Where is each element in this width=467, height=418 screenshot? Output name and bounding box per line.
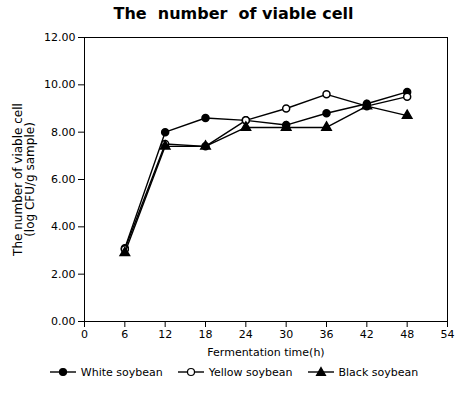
svg-text:48: 48 bbox=[400, 328, 414, 341]
svg-text:0: 0 bbox=[81, 328, 88, 341]
svg-text:30: 30 bbox=[279, 328, 293, 341]
svg-text:8.00: 8.00 bbox=[51, 126, 76, 139]
svg-text:4.00: 4.00 bbox=[51, 220, 76, 233]
svg-text:24: 24 bbox=[239, 328, 253, 341]
svg-text:54: 54 bbox=[441, 328, 455, 341]
svg-text:The number of viable cell(log: The number of viable cell(log CFU/g samp… bbox=[11, 103, 37, 257]
svg-text:12: 12 bbox=[158, 328, 172, 341]
html-text:Black soybean: Black soybean bbox=[338, 365, 419, 379]
svg-text:18: 18 bbox=[199, 328, 213, 341]
svg-text:42: 42 bbox=[360, 328, 374, 341]
svg-text:0.00: 0.00 bbox=[51, 315, 76, 328]
html-text:The number of viable cell: The number of viable cell bbox=[113, 4, 354, 23]
svg-text:Fermentation time(h): Fermentation time(h) bbox=[207, 346, 324, 359]
svg-text:6.00: 6.00 bbox=[51, 173, 76, 186]
svg-text:2.00: 2.00 bbox=[51, 268, 76, 281]
svg-text:36: 36 bbox=[320, 328, 334, 341]
html-text:Yellow soybean: Yellow soybean bbox=[208, 365, 293, 379]
svg-text:12.00: 12.00 bbox=[44, 31, 76, 44]
html-text:White soybean: White soybean bbox=[80, 365, 163, 379]
svg-text:6: 6 bbox=[121, 328, 128, 341]
svg-text:10.00: 10.00 bbox=[44, 78, 76, 91]
